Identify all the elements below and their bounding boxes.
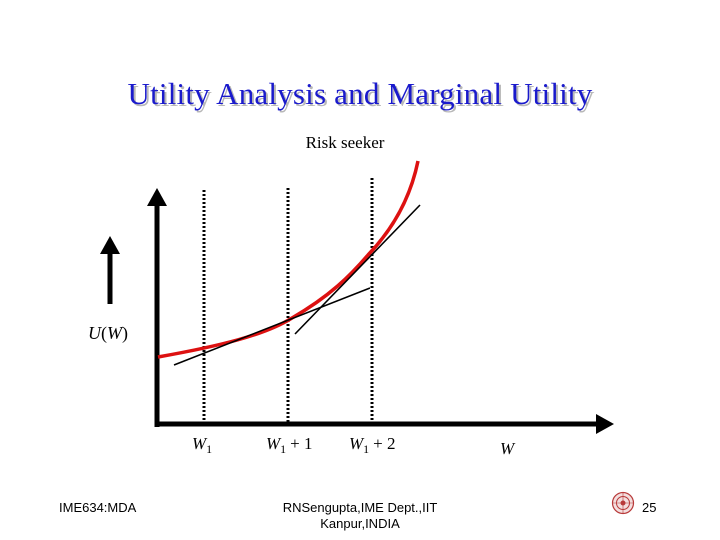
up-arrow-icon — [100, 236, 120, 304]
y-axis-label-arg: W — [107, 323, 124, 343]
footer-course-code: IME634:MDA — [59, 500, 137, 515]
x-axis — [155, 414, 614, 434]
y-axis — [147, 188, 167, 427]
y-axis-label-func: U — [88, 323, 102, 343]
x-tick-label: W1 — [192, 434, 212, 456]
tangent-line-upper — [294, 204, 421, 335]
footer-author: RNSengupta,IME Dept.,IIT Kanpur,INDIA — [250, 500, 470, 532]
x-tick-label: W1 + 1 — [266, 434, 313, 456]
footer-author-line1: RNSengupta,IME Dept.,IIT — [282, 500, 438, 515]
chart-subtitle: Risk seeker — [305, 133, 385, 152]
utility-curve — [157, 160, 420, 359]
slide-title: Utility Analysis and Marginal Utility — [127, 76, 593, 111]
x-tick-label: W1 + 2 — [349, 434, 396, 456]
tangent-line-lower — [173, 287, 371, 366]
x-axis-label: W — [500, 439, 516, 458]
y-axis-label: U(W) — [88, 323, 128, 344]
institute-logo-icon — [611, 491, 635, 515]
page-number: 25 — [642, 500, 657, 515]
footer-author-line2: Kanpur,INDIA — [320, 516, 400, 531]
